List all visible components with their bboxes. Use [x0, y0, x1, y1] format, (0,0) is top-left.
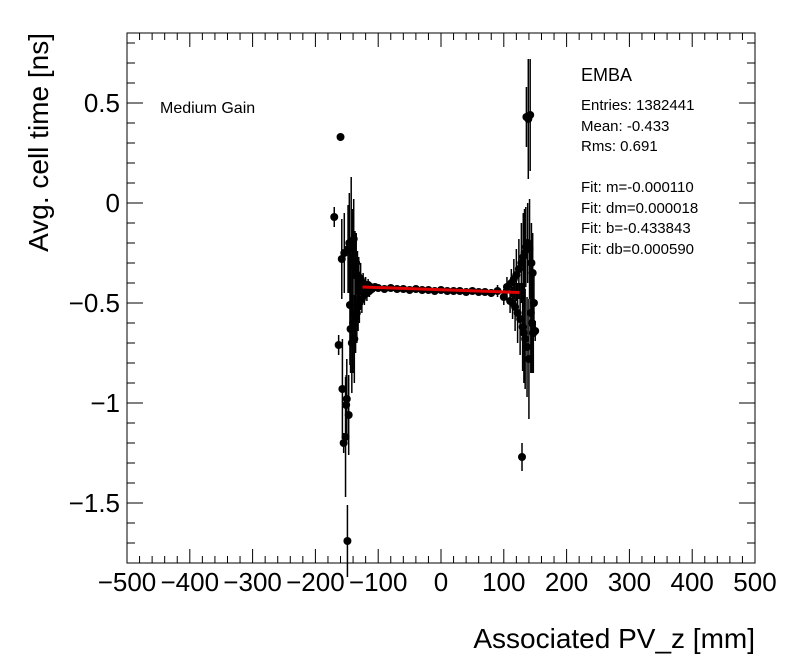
data-point — [337, 255, 346, 263]
x-tick-label: −200 — [286, 567, 345, 597]
data-point — [339, 439, 348, 447]
x-tick-label: 0 — [434, 567, 448, 597]
y-tick-label: 0.5 — [84, 88, 120, 118]
data-point — [349, 319, 358, 327]
error-bars — [333, 59, 536, 577]
data-point — [517, 259, 526, 267]
stats-entries: Entries: 1382441 — [581, 97, 694, 114]
stats-fit-dm: Fit: dm=0.000018 — [581, 200, 698, 217]
data-point — [341, 433, 350, 441]
data-point — [531, 327, 540, 335]
data-point — [521, 335, 530, 343]
y-tick-label: 0 — [106, 188, 120, 218]
data-point — [514, 265, 523, 273]
data-point — [526, 111, 535, 119]
data-point — [336, 133, 345, 141]
x-tick-label: 500 — [733, 567, 776, 597]
fit-line — [362, 285, 520, 295]
data-point — [499, 293, 508, 301]
data-point — [349, 235, 358, 243]
stats-mean: Mean: -0.433 — [581, 118, 669, 135]
data-point — [350, 335, 359, 343]
y-tick-label: −1 — [90, 388, 120, 418]
data-point — [338, 385, 347, 393]
x-axis-title: Associated PV_z [mm] — [473, 623, 755, 654]
data-point — [519, 329, 528, 337]
x-tick-label: −300 — [223, 567, 282, 597]
stats-title: EMBA — [581, 65, 632, 85]
data-point — [345, 301, 354, 309]
stats-fit-db: Fit: db=0.000590 — [581, 241, 694, 258]
data-point — [524, 355, 533, 363]
data-point — [518, 323, 527, 331]
data-point — [523, 239, 532, 247]
data-point — [516, 315, 525, 323]
data-point — [526, 309, 535, 317]
y-tick-label: −1.5 — [69, 488, 120, 518]
x-tick-label: 400 — [671, 567, 714, 597]
data-point — [511, 303, 520, 311]
x-tick-label: 100 — [482, 567, 525, 597]
x-tick-label: 200 — [545, 567, 588, 597]
x-tick-label: −400 — [161, 567, 220, 597]
data-point — [344, 411, 353, 419]
data-point — [528, 269, 537, 277]
data-point — [330, 213, 339, 221]
data-point — [343, 537, 352, 545]
data-point — [529, 299, 538, 307]
data-point — [346, 325, 355, 333]
data-point — [347, 243, 356, 251]
x-tick-labels: −500 −400 −300 −200 −100 0 100 200 300 400 500 — [98, 567, 777, 597]
data-point — [513, 309, 522, 317]
x-tick-label: −100 — [349, 567, 408, 597]
data-point — [342, 395, 351, 403]
data-point — [525, 245, 534, 253]
data-point — [352, 259, 361, 267]
data-points — [330, 111, 540, 545]
data-point — [527, 259, 536, 267]
data-point — [512, 271, 521, 279]
medium-gain-label: Medium Gain — [160, 100, 255, 117]
data-point — [518, 453, 527, 461]
x-tick-label: −500 — [98, 567, 157, 597]
data-point — [342, 401, 351, 409]
data-point — [523, 343, 532, 351]
stats-fit-m: Fit: m=-0.000110 — [581, 179, 694, 196]
axis-ticks — [126, 33, 756, 564]
y-tick-labels: 0.5 0 −0.5 −1 −1.5 — [69, 88, 120, 518]
y-axis-title: Avg. cell time [ns] — [23, 33, 54, 252]
data-point — [352, 309, 361, 317]
y-tick-label: −0.5 — [69, 288, 120, 318]
data-point — [334, 341, 343, 349]
stats-fit-b: Fit: b=-0.433843 — [581, 220, 691, 237]
stats-rms: Rms: 0.691 — [581, 138, 658, 155]
data-point — [528, 319, 537, 327]
stats-box: EMBA Entries: 1382441 Mean: -0.433 Rms: … — [581, 65, 698, 258]
x-tick-label: 300 — [608, 567, 651, 597]
